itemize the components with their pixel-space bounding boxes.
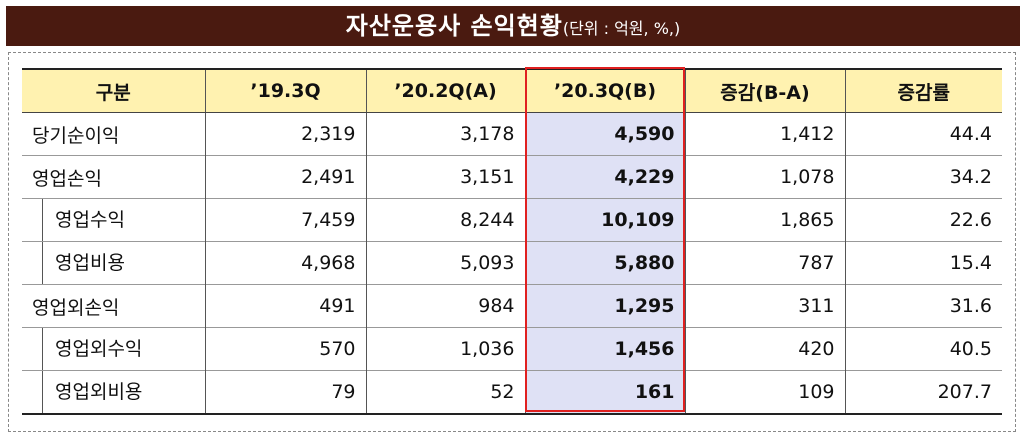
column-header: 구분	[22, 68, 205, 113]
row-label: 영업비용	[22, 241, 205, 285]
row: 영업외수익 570 1,036 1,456 420 40.5	[22, 327, 1002, 371]
cell: 787	[684, 241, 845, 285]
cell: 311	[684, 284, 845, 328]
cell: 31.6	[844, 284, 1002, 328]
cell: 34.2	[844, 155, 1002, 199]
unit: (단위 : 억원, %,)	[562, 19, 681, 38]
cell: 1,295	[524, 284, 685, 328]
cell: 3,151	[365, 155, 525, 199]
cell: 1,412	[684, 112, 845, 156]
cell: 1,865	[684, 198, 845, 242]
cell: 109	[684, 370, 845, 415]
cell: 40.5	[844, 327, 1002, 371]
row: 영업비용 4,968 5,093 5,880 787 15.4	[22, 241, 1002, 285]
column-header: ’19.3Q	[204, 68, 366, 113]
cell: 3,178	[365, 112, 525, 156]
row: 영업손익 2,491 3,151 4,229 1,078 34.2	[22, 155, 1002, 199]
column-header: 증감(B-A)	[684, 68, 845, 113]
row-label: 영업외비용	[22, 370, 205, 415]
cell: 491	[204, 284, 366, 328]
cell: 207.7	[844, 370, 1002, 415]
row-label-text: 영업외수익	[42, 328, 195, 370]
row-label: 영업수익	[22, 198, 205, 242]
cell: 79	[204, 370, 366, 415]
cell: 5,093	[365, 241, 525, 285]
column-header: 증감률	[844, 68, 1002, 113]
row-label-text: 영업비용	[42, 242, 195, 284]
table: 구분 ’19.3Q ’20.2Q(A) ’20.3Q(B) 증감(B-A) 증감률 당기순…	[22, 68, 1002, 415]
cell: 52	[365, 370, 525, 415]
row: 당기순이익 2,319 3,178 4,590 1,412 44.4	[22, 112, 1002, 156]
column-header: ’20.3Q(B)	[524, 68, 685, 113]
header-row: 구분 ’19.3Q ’20.2Q(A) ’20.3Q(B) 증감(B-A) 증감률	[22, 68, 1002, 113]
cell: 2,491	[204, 155, 366, 199]
row-label: 영업손익	[22, 155, 205, 199]
cell: 15.4	[844, 241, 1002, 285]
cell: 1,078	[684, 155, 845, 199]
row-label: 영업외손익	[22, 284, 205, 328]
title-bar: 자산운용사 손익현황(단위 : 억원, %,)	[6, 6, 1020, 46]
cell: 984	[365, 284, 525, 328]
cell: 44.4	[844, 112, 1002, 156]
row: 영업수익 7,459 8,244 10,109 1,865 22.6	[22, 198, 1002, 242]
cell: 10,109	[524, 198, 685, 242]
row-label: 영업외수익	[22, 327, 205, 371]
cell: 4,590	[524, 112, 685, 156]
title: 자산운용사 손익현황	[345, 12, 563, 40]
cell: 2,319	[204, 112, 366, 156]
cell: 22.6	[844, 198, 1002, 242]
cell: 1,456	[524, 327, 685, 371]
cell: 570	[204, 327, 366, 371]
cell: 161	[524, 370, 685, 415]
cell: 8,244	[365, 198, 525, 242]
frame	[8, 52, 1016, 432]
cell: 1,036	[365, 327, 525, 371]
cell: 420	[684, 327, 845, 371]
column-header: ’20.2Q(A)	[365, 68, 525, 113]
cell: 4,968	[204, 241, 366, 285]
row: 영업외비용 79 52 161 109 207.7	[22, 370, 1002, 415]
cell: 5,880	[524, 241, 685, 285]
row-label-text: 영업외비용	[42, 371, 195, 413]
cell: 4,229	[524, 155, 685, 199]
cell: 7,459	[204, 198, 366, 242]
row-label: 당기순이익	[22, 112, 205, 156]
row-label-text: 영업수익	[42, 199, 195, 241]
row: 영업외손익 491 984 1,295 311 31.6	[22, 284, 1002, 328]
